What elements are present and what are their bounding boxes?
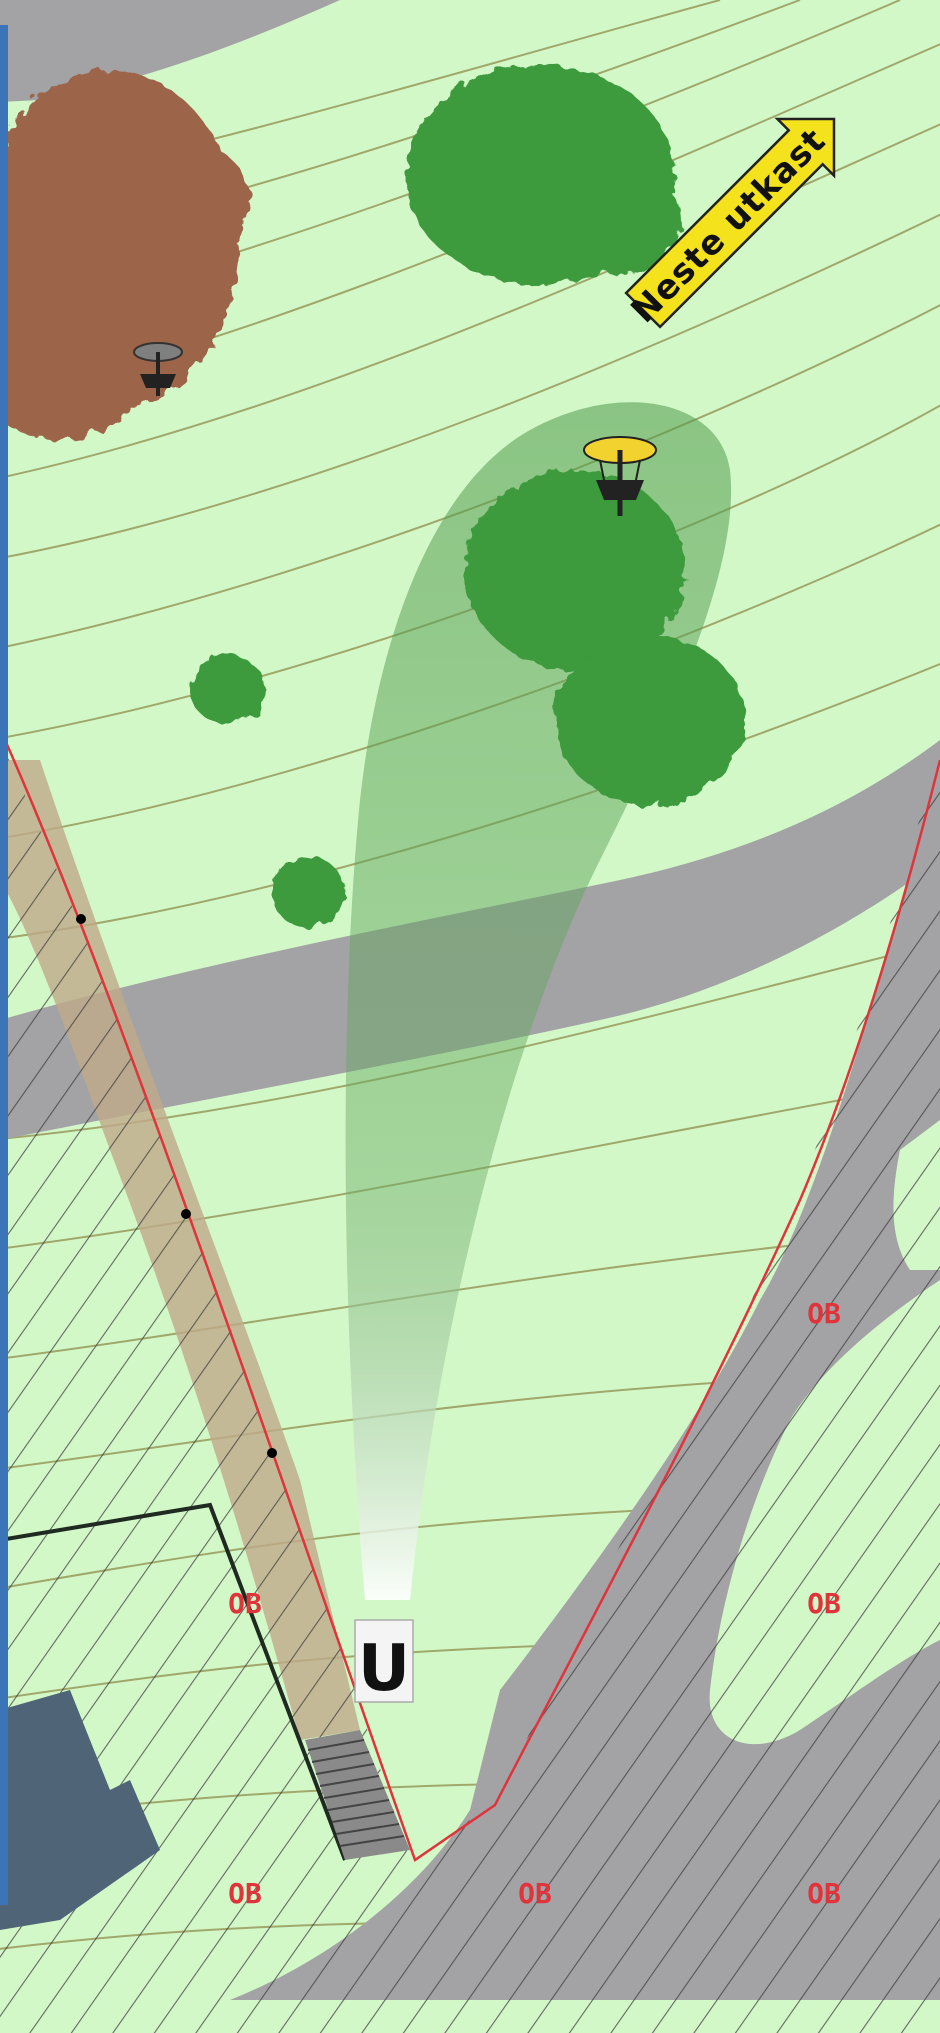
ob-hatch-right bbox=[410, 740, 940, 2033]
ob-label: OB bbox=[807, 1587, 841, 1620]
marker-dot bbox=[267, 1448, 277, 1458]
tee-pad-icon: U bbox=[354, 1619, 414, 1706]
marker-dot bbox=[181, 1209, 191, 1219]
ob-label: OB bbox=[807, 1297, 841, 1330]
tree-dead-brown bbox=[0, 70, 250, 440]
ob-label: OB bbox=[228, 1877, 262, 1910]
ob-hatch-left bbox=[0, 740, 410, 2033]
marker-dot bbox=[76, 914, 86, 924]
ob-label: OB bbox=[518, 1877, 552, 1910]
disc-golf-basket-icon bbox=[583, 436, 657, 516]
tee-marker-label: U bbox=[358, 1632, 410, 1706]
disc-golf-basket-icon bbox=[133, 342, 183, 396]
stairs-icon bbox=[305, 1730, 410, 1860]
bush-small-1 bbox=[190, 656, 266, 724]
ob-label: OB bbox=[228, 1587, 262, 1620]
fence-line bbox=[0, 1502, 347, 1861]
edge-bar bbox=[0, 25, 8, 1905]
ob-label: OB bbox=[807, 1877, 841, 1910]
bush-small-2 bbox=[272, 856, 344, 928]
tree-cluster-basket bbox=[465, 470, 745, 805]
building bbox=[0, 1690, 160, 1930]
tree-top bbox=[405, 65, 680, 285]
ob-line bbox=[3, 739, 940, 1862]
